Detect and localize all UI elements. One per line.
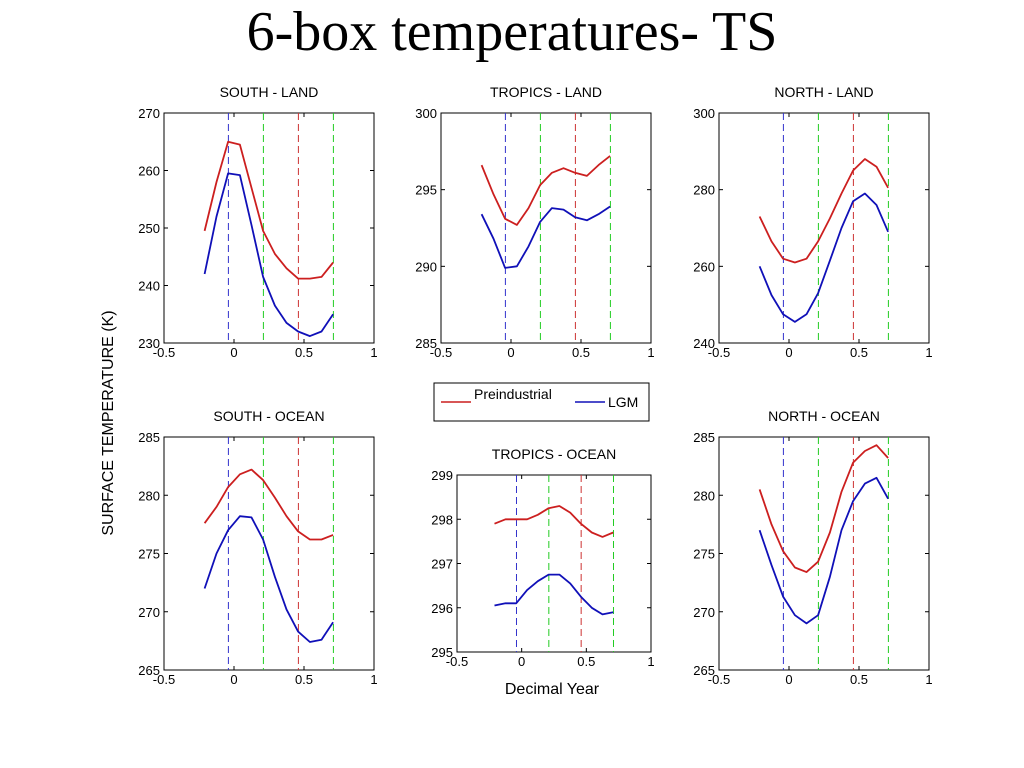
y-tick-label: 298: [431, 512, 453, 527]
panel-title: TROPICS - LAND: [490, 84, 602, 100]
series-line-lgm: [203, 515, 334, 643]
y-tick-label: 297: [431, 557, 453, 572]
y-tick-label: 295: [431, 645, 453, 660]
series-line-preindustrial: [758, 444, 889, 573]
y-tick-label: 300: [693, 106, 715, 121]
series-line-lgm: [494, 573, 614, 616]
panel-title: SOUTH - OCEAN: [213, 408, 324, 424]
x-axis-label: Decimal Year: [505, 681, 600, 698]
y-tick-label: 275: [693, 547, 715, 562]
y-tick-label: 275: [138, 547, 160, 562]
x-tick-label: 0.5: [295, 672, 313, 687]
series-line-preindustrial: [758, 158, 889, 264]
axes-box: [718, 436, 930, 671]
y-tick-label: 285: [693, 430, 715, 445]
y-tick-label: 240: [138, 279, 160, 294]
x-tick-label: -0.5: [153, 345, 175, 360]
y-tick-label: 280: [138, 488, 160, 503]
y-tick-label: 230: [138, 336, 160, 351]
x-tick-label: 0: [518, 654, 525, 669]
y-axis-label: SURFACE TEMPERATURE (K): [100, 310, 117, 535]
y-tick-label: 296: [431, 601, 453, 616]
panel: NORTH - LAND -0.5 0 0.5 1 240 260 280 300: [693, 84, 932, 360]
y-tick-label: 280: [693, 488, 715, 503]
x-tick-label: -0.5: [446, 654, 468, 669]
x-tick-label: 0.5: [572, 345, 590, 360]
x-tick-label: 0.5: [577, 654, 595, 669]
x-tick-label: -0.5: [708, 345, 730, 360]
x-tick-label: 1: [647, 654, 654, 669]
panel: SOUTH - OCEAN -0.5 0 0.5 1 265 270 275 280 285: [138, 408, 377, 687]
y-tick-label: 285: [415, 336, 437, 351]
axes-box: [456, 474, 652, 653]
y-tick-label: 265: [693, 663, 715, 678]
series-line-lgm: [758, 192, 889, 323]
series-line-lgm: [758, 476, 889, 625]
x-tick-label: -0.5: [430, 345, 452, 360]
axes-box: [718, 112, 930, 344]
y-tick-label: 260: [138, 164, 160, 179]
panel-title: NORTH - LAND: [774, 84, 873, 100]
y-tick-label: 270: [138, 605, 160, 620]
legend: Preindustrial LGM: [433, 382, 650, 422]
y-tick-label: 270: [693, 605, 715, 620]
series-line-lgm: [203, 172, 334, 338]
axes-box: [163, 436, 375, 671]
panel-title: SOUTH - LAND: [220, 84, 319, 100]
x-tick-label: -0.5: [153, 672, 175, 687]
x-tick-label: 0.5: [295, 345, 313, 360]
panel-title: NORTH - OCEAN: [768, 408, 880, 424]
y-tick-label: 250: [138, 221, 160, 236]
x-tick-label: -0.5: [708, 672, 730, 687]
x-tick-label: 0.5: [850, 345, 868, 360]
x-tick-label: 0: [230, 345, 237, 360]
y-tick-label: 299: [431, 468, 453, 483]
y-tick-label: 285: [138, 430, 160, 445]
x-tick-label: 1: [647, 345, 654, 360]
y-tick-label: 260: [693, 259, 715, 274]
y-tick-label: 265: [138, 663, 160, 678]
series-line-lgm: [480, 205, 611, 269]
x-tick-label: 1: [370, 345, 377, 360]
legend-label-preindustrial: Preindustrial: [474, 386, 552, 402]
x-tick-label: 1: [925, 672, 932, 687]
y-tick-label: 300: [415, 106, 437, 121]
x-tick-label: 0: [230, 672, 237, 687]
series-line-preindustrial: [203, 140, 334, 280]
y-tick-label: 290: [415, 259, 437, 274]
page-title: 6-box temperatures- TS: [246, 1, 778, 63]
panels: SOUTH - LAND -0.5 0 0.5 1 230 240 250 260 270 TROP…: [138, 84, 932, 687]
x-tick-label: 1: [925, 345, 932, 360]
y-tick-label: 295: [415, 183, 437, 198]
axes-box: [163, 112, 375, 344]
panel: TROPICS - OCEAN -0.5 0 0.5 1 295 296 297 298 299: [431, 446, 654, 669]
x-tick-label: 0: [785, 672, 792, 687]
y-tick-label: 270: [138, 106, 160, 121]
x-tick-label: 0: [507, 345, 514, 360]
y-tick-label: 240: [693, 336, 715, 351]
panel-title: TROPICS - OCEAN: [492, 446, 616, 462]
x-tick-label: 0: [785, 345, 792, 360]
panel: NORTH - OCEAN -0.5 0 0.5 1 265 270 275 280 285: [693, 408, 932, 687]
panel: TROPICS - LAND -0.5 0 0.5 1 285 290 295 300: [415, 84, 654, 360]
series-line-preindustrial: [203, 468, 334, 541]
axes-box: [440, 112, 652, 344]
x-tick-label: 1: [370, 672, 377, 687]
panel: SOUTH - LAND -0.5 0 0.5 1 230 240 250 260 270: [138, 84, 377, 360]
series-line-preindustrial: [494, 505, 614, 538]
series-line-preindustrial: [480, 155, 611, 226]
y-tick-label: 280: [693, 183, 715, 198]
x-tick-label: 0.5: [850, 672, 868, 687]
legend-label-lgm: LGM: [608, 394, 638, 410]
